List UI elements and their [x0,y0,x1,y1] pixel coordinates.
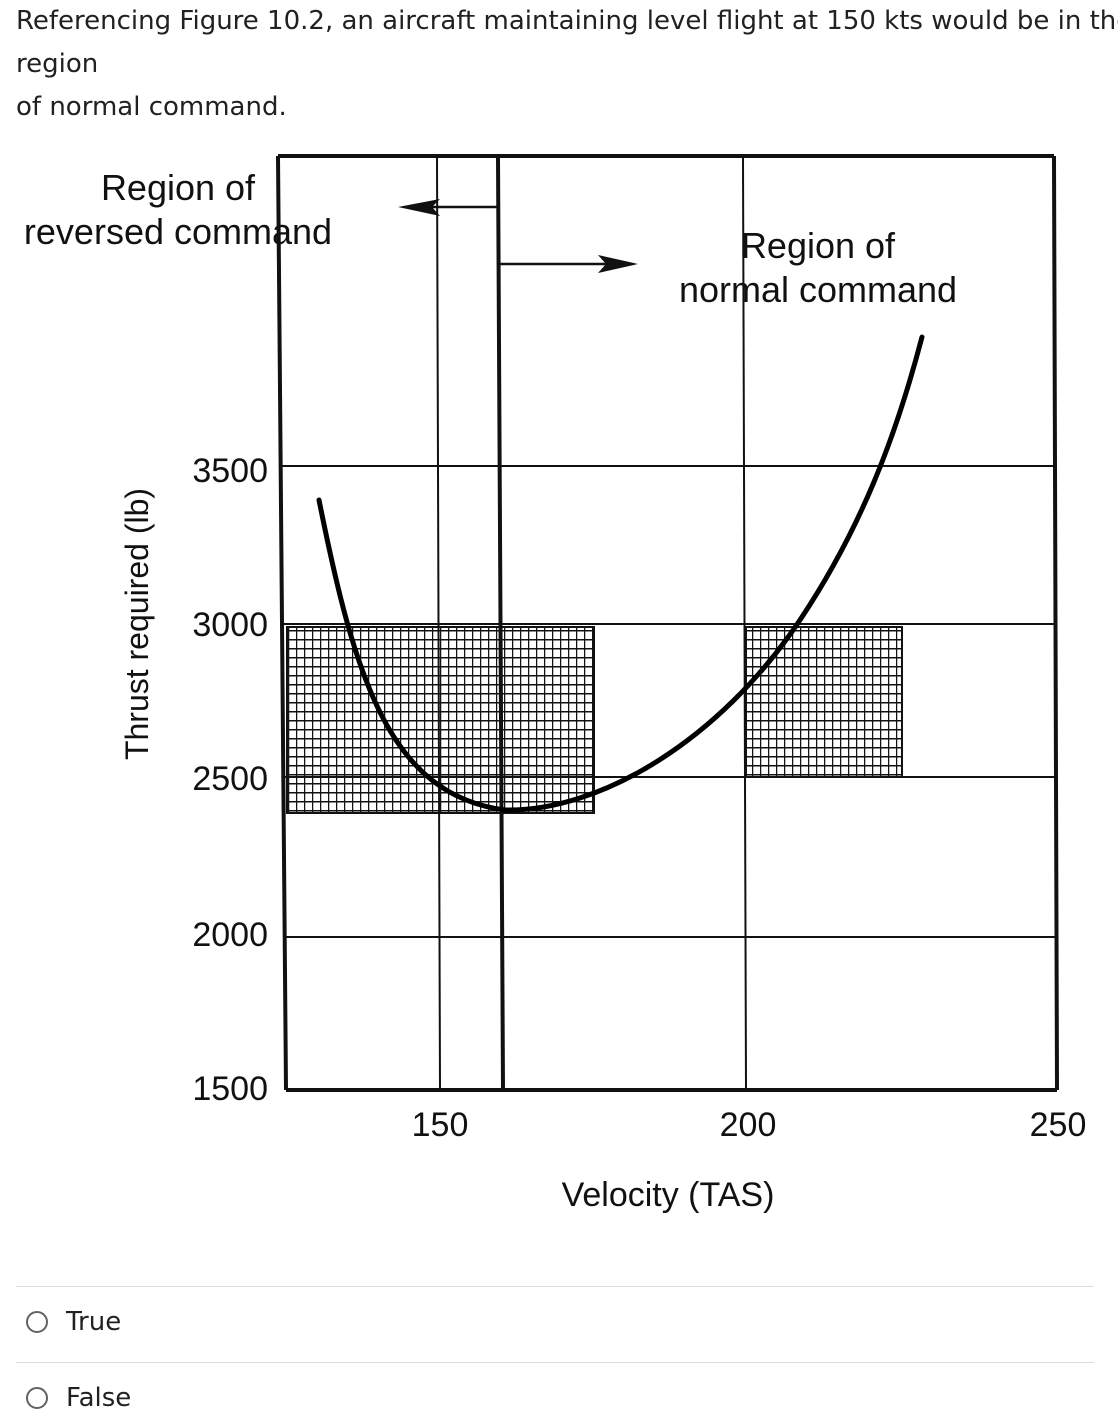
reversed-command-label-line-1: Region of [101,167,256,208]
vertical-gridlines [436,156,747,1091]
option-false[interactable]: False [16,1368,616,1428]
normal-command-label-line-1: Region of [741,225,896,266]
option-true-label: True [66,1307,122,1337]
question-line-1: Referencing Figure 10.2, an aircraft mai… [16,6,1118,36]
x-tick-label: 150 [412,1106,469,1144]
question-line-3: of normal command. [16,92,287,122]
y-tick-label: 2500 [192,760,268,798]
y-tick-label: 1500 [192,1070,268,1108]
radio-false[interactable] [26,1387,48,1409]
hatched-region-low-speed [286,626,595,814]
normal-command-arrow [500,255,638,273]
reversed-command-label-line-2: reversed command [24,211,332,252]
radio-true[interactable] [26,1311,48,1333]
thrust-required-figure: Region of reversed command Region of nor… [24,154,1087,1214]
plot-frame [276,154,1059,1092]
divider-middle [16,1362,1094,1363]
hatched-region-high-speed [745,626,903,778]
x-axis-title: Velocity (TAS) [562,1176,775,1214]
y-tick-label: 2000 [192,916,268,954]
option-true[interactable]: True [16,1292,616,1352]
x-tick-labels: 150 200 250 [412,1106,1087,1144]
question-text: Referencing Figure 10.2, an aircraft mai… [16,0,1118,129]
normal-command-label-line-2: normal command [679,269,957,310]
y-tick-labels: 3500 3000 2500 2000 1500 [192,452,268,1108]
thrust-required-curve [316,334,925,813]
x-tick-label: 250 [1030,1106,1087,1144]
divider-top [16,1286,1094,1287]
x-tick-label: 200 [720,1106,777,1144]
horizontal-gridlines [280,465,1056,938]
question-line-2: region [16,49,99,79]
y-tick-label: 3500 [192,452,268,490]
reversed-command-arrow [398,199,498,216]
y-axis-title: Thrust required (lb) [119,488,155,760]
y-tick-label: 3000 [192,606,268,644]
option-false-label: False [66,1383,132,1413]
